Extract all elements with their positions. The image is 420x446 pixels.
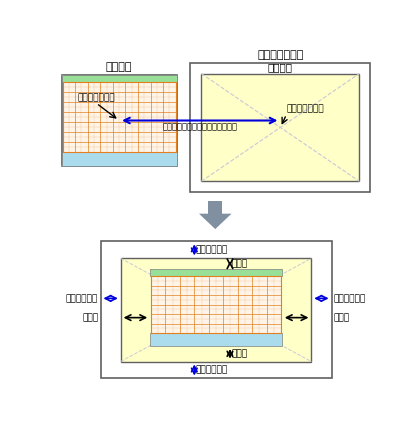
Text: 中心が一致するようにレイアウト: 中心が一致するようにレイアウト bbox=[162, 123, 237, 132]
Text: 上余白: 上余白 bbox=[231, 259, 248, 268]
Polygon shape bbox=[199, 214, 231, 229]
Bar bbox=[121, 258, 311, 362]
Text: 下余白: 下余白 bbox=[231, 349, 248, 358]
Text: マージン：下: マージン：下 bbox=[196, 365, 228, 375]
Bar bbox=[201, 74, 360, 182]
Text: 原稿領域: 原稿領域 bbox=[106, 62, 132, 72]
Text: マージン：左: マージン：左 bbox=[334, 294, 366, 303]
Text: マージン：右: マージン：右 bbox=[66, 294, 98, 303]
Text: 右余白: 右余白 bbox=[82, 313, 98, 322]
Bar bbox=[100, 241, 331, 379]
Bar bbox=[62, 75, 176, 166]
Text: レイアウト用紙: レイアウト用紙 bbox=[257, 50, 304, 60]
Bar bbox=[62, 75, 176, 82]
Bar bbox=[150, 269, 282, 276]
Text: 本文領域の中心: 本文領域の中心 bbox=[286, 104, 324, 114]
Bar bbox=[63, 82, 176, 152]
Bar bbox=[190, 63, 370, 192]
Text: 本文領域: 本文領域 bbox=[268, 62, 293, 72]
Text: 原稿領域の中心: 原稿領域の中心 bbox=[77, 93, 115, 102]
Bar bbox=[208, 201, 222, 214]
Bar bbox=[150, 333, 282, 346]
Bar bbox=[151, 276, 281, 333]
Bar bbox=[62, 152, 176, 166]
Text: 左余白: 左余白 bbox=[334, 313, 350, 322]
Text: マージン：上: マージン：上 bbox=[196, 245, 228, 254]
